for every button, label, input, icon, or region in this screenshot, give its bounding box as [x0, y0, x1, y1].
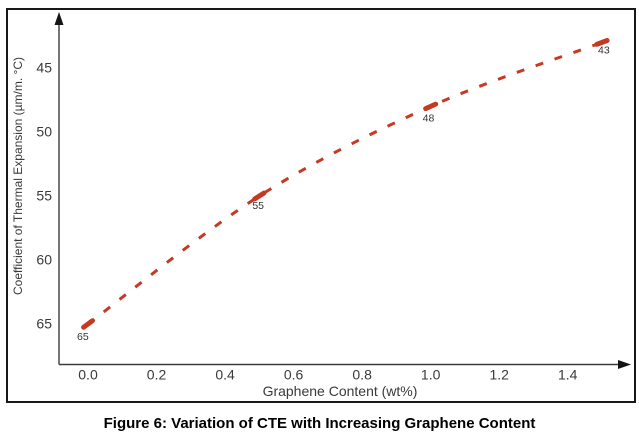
chart-frame [6, 8, 636, 403]
figure-caption: Figure 6: Variation of CTE with Increasi… [103, 415, 536, 432]
